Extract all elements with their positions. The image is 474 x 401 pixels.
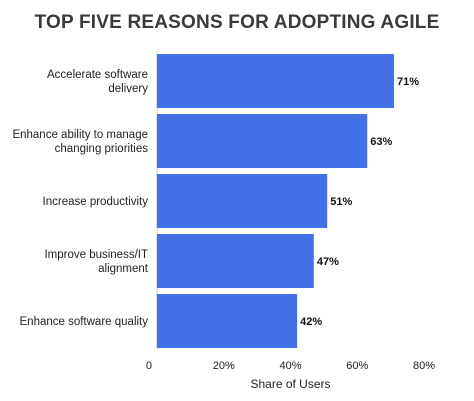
x-tick-label: 20% xyxy=(213,360,235,372)
value-label: 71% xyxy=(397,76,419,88)
category-label: Improve business/IT xyxy=(44,249,148,261)
category-label: Enhance ability to manage xyxy=(12,129,148,141)
x-tick-label: 60% xyxy=(346,360,368,372)
bar xyxy=(157,174,328,228)
category-label: Enhance software quality xyxy=(20,316,149,328)
bar xyxy=(157,294,298,348)
chart-title: TOP FIVE REASONS FOR ADOPTING AGILE xyxy=(34,12,440,33)
value-label: 47% xyxy=(317,256,339,268)
value-label: 63% xyxy=(370,136,392,148)
category-label: delivery xyxy=(108,83,148,95)
category-label: Accelerate software xyxy=(47,69,148,81)
value-label: 51% xyxy=(330,196,352,208)
category-label: changing priorities xyxy=(55,143,149,155)
x-tick-label: 0 xyxy=(146,360,152,372)
x-axis-label: Share of Users xyxy=(250,377,330,391)
category-label: Increase productivity xyxy=(43,196,149,208)
x-tick-label: 80% xyxy=(413,360,435,372)
bar xyxy=(157,234,314,288)
x-tick-label: 40% xyxy=(279,360,301,372)
bar xyxy=(157,54,394,108)
value-label: 42% xyxy=(300,316,322,328)
category-label: alignment xyxy=(98,263,149,275)
bar xyxy=(157,114,368,168)
